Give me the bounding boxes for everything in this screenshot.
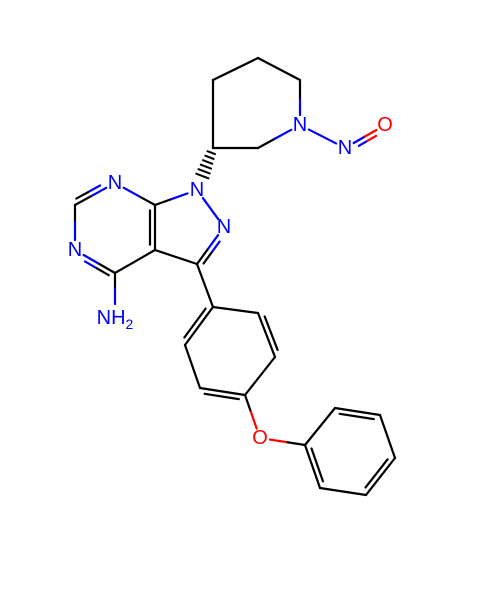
atom-label: N bbox=[108, 172, 122, 194]
atom-label: O bbox=[377, 114, 393, 136]
molecule-diagram: NNNH2NNNNOO bbox=[0, 0, 500, 600]
atom-label: N bbox=[293, 114, 307, 136]
atom-label: N bbox=[217, 216, 231, 238]
atom-label: O bbox=[252, 427, 268, 449]
atom-label: N bbox=[68, 239, 82, 261]
atom-label: NH2 bbox=[97, 307, 134, 332]
atom-label: N bbox=[190, 179, 204, 201]
atom-label: N bbox=[338, 137, 352, 159]
